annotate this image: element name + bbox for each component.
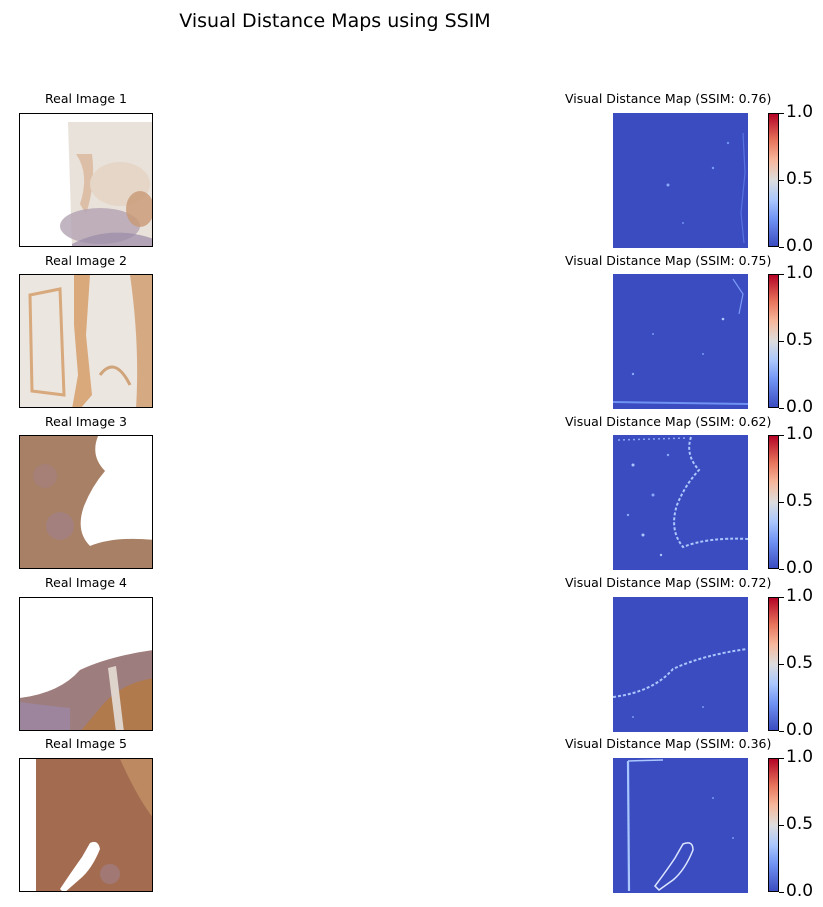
colorbar-tick xyxy=(779,664,784,665)
colorbar-tick-label: 0.5 xyxy=(786,491,814,511)
real-image-4 xyxy=(19,597,153,731)
colorbar-tick xyxy=(779,180,784,181)
real-image-1 xyxy=(19,113,153,247)
colorbar-tick-label: 0.0 xyxy=(786,881,814,901)
distance-map-1 xyxy=(613,113,748,248)
colorbar-4 xyxy=(768,597,779,731)
colorbar-tick xyxy=(779,408,784,409)
map-title-4: Visual Distance Map (SSIM: 0.72) xyxy=(565,575,772,590)
colorbar-tick-label: 1.0 xyxy=(786,263,814,283)
distance-map-5 xyxy=(613,758,748,893)
colorbar-tick xyxy=(779,597,784,598)
real-image-title-1: Real Image 1 xyxy=(45,91,127,106)
figure-title: Visual Distance Maps using SSIM xyxy=(179,10,491,32)
colorbar-1 xyxy=(768,113,779,247)
colorbar-tick-label: 0.5 xyxy=(786,653,814,673)
colorbar-tick-label: 1.0 xyxy=(786,747,814,767)
colorbar-tick-label: 0.5 xyxy=(786,814,814,834)
colorbar-tick-label: 1.0 xyxy=(786,586,814,606)
map-title-1: Visual Distance Map (SSIM: 0.76) xyxy=(565,91,772,106)
colorbar-tick xyxy=(779,435,784,436)
colorbar-tick xyxy=(779,341,784,342)
colorbar-tick xyxy=(779,892,784,893)
colorbar-tick xyxy=(779,731,784,732)
colorbar-tick-label: 0.0 xyxy=(786,720,814,740)
distance-map-2 xyxy=(613,274,748,409)
real-image-title-4: Real Image 4 xyxy=(45,575,127,590)
real-image-title-3: Real Image 3 xyxy=(45,414,127,429)
colorbar-tick xyxy=(779,247,784,248)
map-title-2: Visual Distance Map (SSIM: 0.75) xyxy=(565,253,772,268)
real-image-title-2: Real Image 2 xyxy=(45,253,127,268)
real-image-2 xyxy=(19,274,153,408)
colorbar-tick-label: 0.0 xyxy=(786,558,814,578)
colorbar-tick-label: 1.0 xyxy=(786,424,814,444)
colorbar-tick xyxy=(779,825,784,826)
colorbar-2 xyxy=(768,274,779,408)
real-image-title-5: Real Image 5 xyxy=(45,736,127,751)
colorbar-tick-label: 1.0 xyxy=(786,102,814,122)
colorbar-tick-label: 0.0 xyxy=(786,236,814,256)
colorbar-tick xyxy=(779,502,784,503)
map-title-5: Visual Distance Map (SSIM: 0.36) xyxy=(565,736,772,751)
colorbar-tick xyxy=(779,758,784,759)
colorbar-tick xyxy=(779,113,784,114)
distance-map-3 xyxy=(613,435,748,570)
real-image-5 xyxy=(19,758,153,892)
colorbar-tick-label: 0.5 xyxy=(786,330,814,350)
colorbar-tick-label: 0.0 xyxy=(786,397,814,417)
map-title-3: Visual Distance Map (SSIM: 0.62) xyxy=(565,414,772,429)
colorbar-3 xyxy=(768,435,779,569)
distance-map-4 xyxy=(613,597,748,732)
colorbar-tick xyxy=(779,274,784,275)
colorbar-tick-label: 0.5 xyxy=(786,169,814,189)
colorbar-5 xyxy=(768,758,779,892)
real-image-3 xyxy=(19,435,153,569)
colorbar-tick xyxy=(779,569,784,570)
